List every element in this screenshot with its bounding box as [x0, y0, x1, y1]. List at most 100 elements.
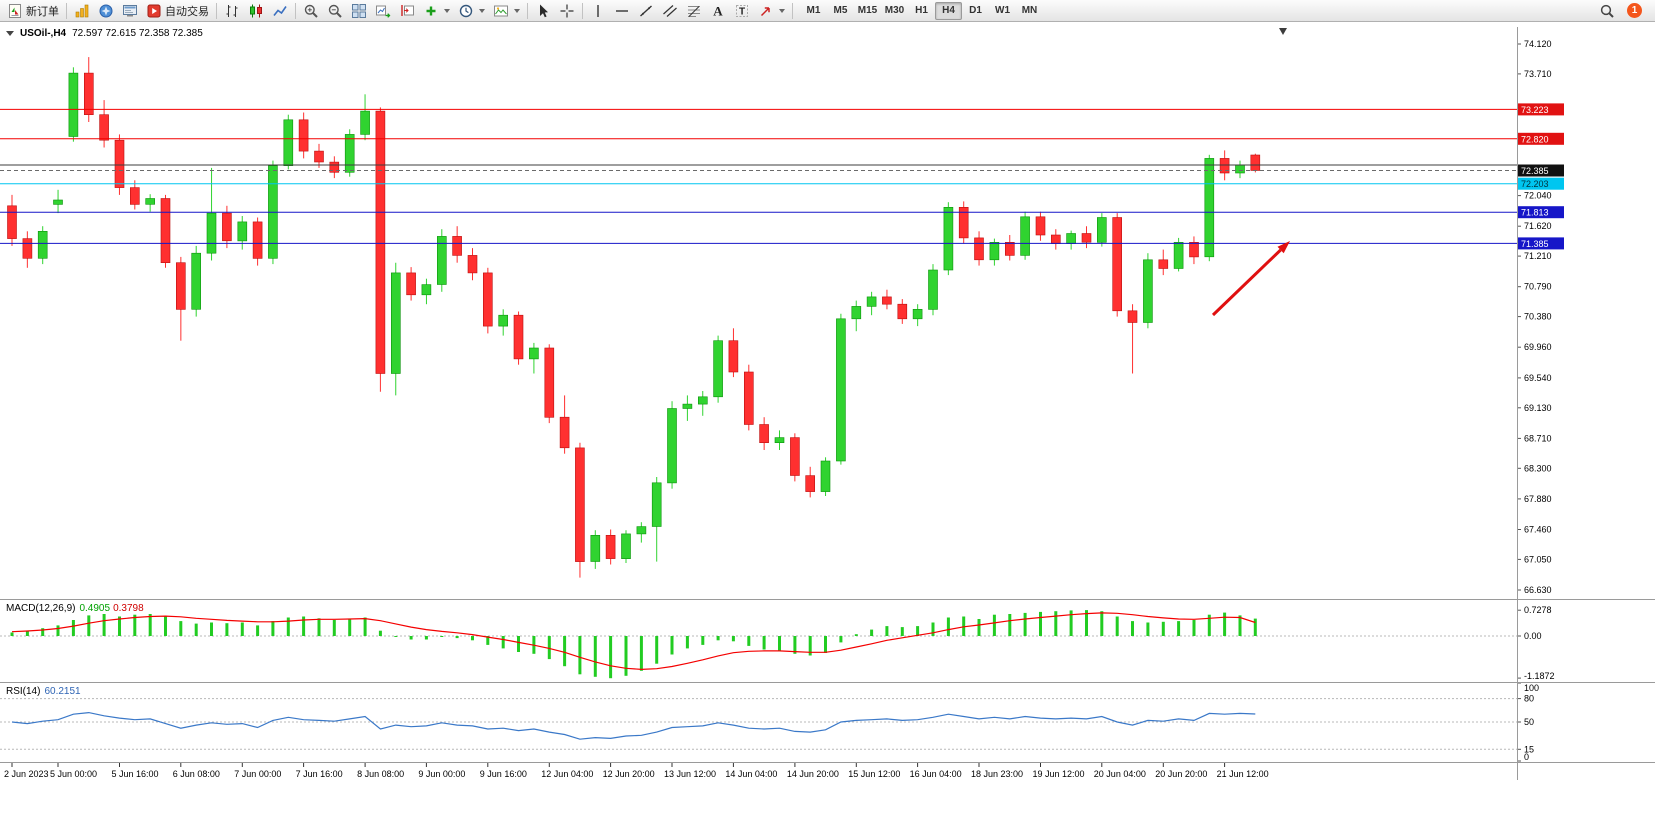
svg-text:69.540: 69.540: [1524, 373, 1552, 383]
auto-scroll-button[interactable]: [371, 1, 395, 21]
svg-text:72.040: 72.040: [1524, 191, 1552, 201]
line-chart-button[interactable]: [268, 1, 292, 21]
market-watch-button[interactable]: [70, 1, 94, 21]
chart-window[interactable]: USOil-,H4 72.597 72.615 72.358 72.385 74…: [0, 22, 1655, 829]
svg-text:14 Jun 20:00: 14 Jun 20:00: [787, 769, 839, 779]
macd-label: MACD(12,26,9) 0.4905 0.3798: [6, 603, 144, 614]
tile-windows-button[interactable]: [347, 1, 371, 21]
macd-value-signal: 0.3798: [113, 603, 144, 614]
horizontal-line-icon: [614, 3, 630, 19]
svg-text:19 Jun 12:00: 19 Jun 12:00: [1033, 769, 1085, 779]
search-icon: [1599, 3, 1615, 19]
svg-text:20 Jun 20:00: 20 Jun 20:00: [1155, 769, 1207, 779]
auto-trading-icon: [146, 3, 162, 19]
svg-text:8 Jun 08:00: 8 Jun 08:00: [357, 769, 404, 779]
terminal-button[interactable]: [118, 1, 142, 21]
market-watch-icon: [74, 3, 90, 19]
time-plot-svg: 2 Jun 2023 5 Jun 00:00 5 Jun 16:00 6 Jun 08…: [4, 763, 1269, 779]
panel-separator[interactable]: [0, 599, 1655, 600]
timeframe-m1-button[interactable]: M1: [800, 2, 827, 20]
price-axis-separator[interactable]: [1517, 27, 1518, 780]
svg-text:68.710: 68.710: [1524, 433, 1552, 443]
zoom-out-button[interactable]: [323, 1, 347, 21]
svg-text:12 Jun 04:00: 12 Jun 04:00: [541, 769, 593, 779]
svg-text:71.813: 71.813: [1521, 208, 1549, 218]
svg-text:68.300: 68.300: [1524, 463, 1552, 473]
svg-text:14 Jun 04:00: 14 Jun 04:00: [725, 769, 777, 779]
fibonacci-button[interactable]: [682, 1, 706, 21]
search-button[interactable]: [1595, 1, 1619, 21]
timeframe-group: M1 M5 M15 M30 H1 H4 D1 W1 MN: [800, 1, 1043, 20]
svg-text:71.620: 71.620: [1524, 221, 1552, 231]
auto-trading-button[interactable]: 自动交易: [142, 1, 213, 21]
macd-name: MACD(12,26,9): [6, 603, 76, 614]
crosshair-button[interactable]: [555, 1, 579, 21]
chevron-down-icon: [779, 8, 785, 13]
svg-text:6 Jun 08:00: 6 Jun 08:00: [173, 769, 220, 779]
indicators-button[interactable]: [419, 1, 454, 21]
price-chart-plot[interactable]: 74.120 73.710 72.040 71.620 71.210 70.790 70.3…: [0, 27, 1655, 603]
panel-separator[interactable]: [0, 682, 1655, 683]
rsi-label: RSI(14) 60.2151: [6, 686, 81, 697]
svg-text:71.210: 71.210: [1524, 251, 1552, 261]
periods-button[interactable]: [454, 1, 489, 21]
text-label-icon: T: [734, 3, 750, 19]
timeframe-m5-button[interactable]: M5: [827, 2, 854, 20]
channel-icon: [662, 3, 678, 19]
svg-text:15: 15: [1524, 744, 1534, 754]
cursor-button[interactable]: [531, 1, 555, 21]
navigator-button[interactable]: [94, 1, 118, 21]
svg-text:20 Jun 04:00: 20 Jun 04:00: [1094, 769, 1146, 779]
svg-text:73.710: 73.710: [1524, 69, 1552, 79]
svg-text:50: 50: [1524, 717, 1534, 727]
svg-text:67.460: 67.460: [1524, 525, 1552, 535]
macd-panel[interactable]: 0.7278 0.00 -1.1872: [0, 600, 1655, 687]
timeframe-w1-button[interactable]: W1: [989, 2, 1016, 20]
timeframe-m30-button[interactable]: M30: [881, 2, 908, 20]
timeframe-mn-button[interactable]: MN: [1016, 2, 1043, 20]
bar-chart-button[interactable]: [220, 1, 244, 21]
svg-text:80: 80: [1524, 694, 1534, 704]
horizontal-line-button[interactable]: [610, 1, 634, 21]
arrows-button[interactable]: [754, 1, 789, 21]
text-button[interactable]: A: [706, 1, 730, 21]
vertical-line-button[interactable]: [586, 1, 610, 21]
svg-text:-1.1872: -1.1872: [1524, 671, 1555, 681]
timeframe-h4-button[interactable]: H4: [935, 1, 962, 20]
svg-text:5 Jun 16:00: 5 Jun 16:00: [112, 769, 159, 779]
toolbar-separator: [295, 2, 296, 19]
chart-menu-icon[interactable]: [6, 31, 14, 36]
zoom-out-icon: [327, 3, 343, 19]
bar-chart-icon: [224, 3, 240, 19]
timeframe-h1-button[interactable]: H1: [908, 2, 935, 20]
templates-button[interactable]: [489, 1, 524, 21]
time-axis[interactable]: 2 Jun 2023 5 Jun 00:00 5 Jun 16:00 6 Jun 08…: [0, 762, 1655, 787]
chart-shift-button[interactable]: [395, 1, 419, 21]
notification-badge[interactable]: 1: [1627, 3, 1642, 18]
terminal-icon: [122, 3, 138, 19]
indicators-icon: [423, 3, 439, 19]
rsi-value: 60.2151: [44, 686, 81, 697]
timeframe-m15-button[interactable]: M15: [854, 2, 881, 20]
zoom-in-button[interactable]: [299, 1, 323, 21]
fibonacci-icon: [686, 3, 702, 19]
line-chart-icon: [272, 3, 288, 19]
svg-text:16 Jun 04:00: 16 Jun 04:00: [910, 769, 962, 779]
channel-button[interactable]: [658, 1, 682, 21]
ohlc-values: 72.597 72.615 72.358 72.385: [72, 28, 203, 39]
zoom-in-icon: [303, 3, 319, 19]
main-plot-svg: 74.120 73.710 72.040 71.620 71.210 70.790 70.3…: [0, 28, 1564, 595]
svg-text:0: 0: [1524, 752, 1529, 762]
candlestick-chart-button[interactable]: [244, 1, 268, 21]
svg-text:67.880: 67.880: [1524, 494, 1552, 504]
text-label-button[interactable]: T: [730, 1, 754, 21]
svg-text:18 Jun 23:00: 18 Jun 23:00: [971, 769, 1023, 779]
timeframe-d1-button[interactable]: D1: [962, 2, 989, 20]
svg-text:15 Jun 12:00: 15 Jun 12:00: [848, 769, 900, 779]
text-icon: A: [710, 3, 726, 19]
new-order-button[interactable]: 新订单: [3, 1, 63, 21]
navigator-icon: [98, 3, 114, 19]
trendline-button[interactable]: [634, 1, 658, 21]
rsi-panel[interactable]: 100 80 50 15 0: [0, 682, 1655, 767]
